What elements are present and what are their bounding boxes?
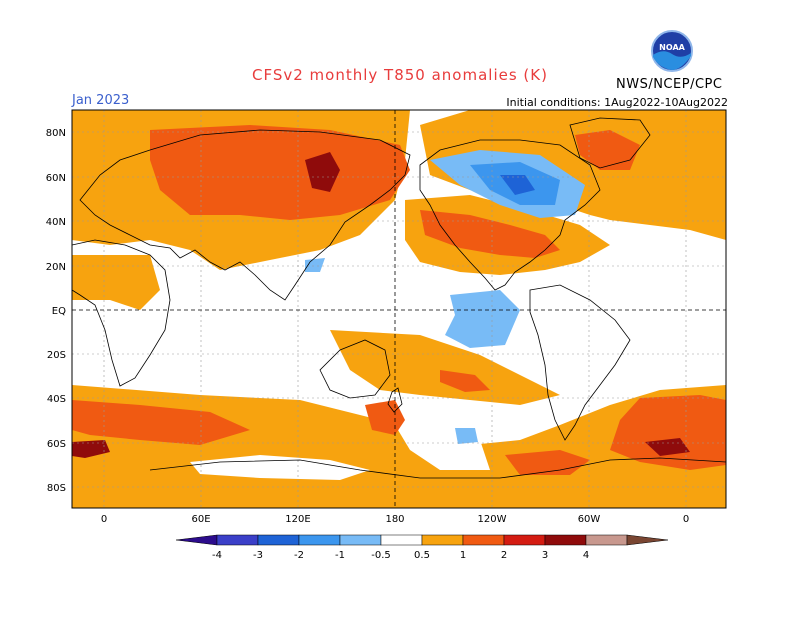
colorbar-labels: -4 -3 -2 -1 -0.5 0.5 1 2 3 4 xyxy=(212,550,589,561)
colorbar-arrow-high xyxy=(626,534,669,546)
lon-label-120e: 120E xyxy=(285,514,310,525)
anomaly-warm-africa-west xyxy=(72,255,160,310)
coast-australia xyxy=(319,339,391,399)
colorbar xyxy=(175,534,669,546)
colorbar-swatch xyxy=(298,534,341,546)
colorbar-label: 2 xyxy=(501,550,507,561)
lat-label-20s: 20S xyxy=(47,350,66,361)
anomaly-core-siberia xyxy=(305,152,340,192)
anomaly-strong-greenland xyxy=(575,130,640,170)
colorbar-label: 3 xyxy=(542,550,548,561)
longitude-labels: 0 60E 120E 180 120W 60W 0 xyxy=(101,514,689,525)
noaa-logo: NOAA xyxy=(651,30,693,72)
lat-label-60n: 60N xyxy=(46,173,66,184)
anomaly-cool-canada-deep xyxy=(500,175,535,195)
lat-label-eq: EQ xyxy=(52,306,66,317)
coast-greenland xyxy=(569,117,651,169)
colorbar-swatch xyxy=(585,534,628,546)
lon-label-60e: 60E xyxy=(191,514,210,525)
lon-label-0-east: 0 xyxy=(683,514,689,525)
anomaly-strong-namerica xyxy=(420,210,560,258)
graticule xyxy=(72,110,726,508)
logo-text: NOAA xyxy=(659,43,685,52)
anomaly-strong-south-amundsen xyxy=(505,450,590,475)
anomaly-strong-south-indian xyxy=(72,400,250,445)
anomaly-strong-south-atlantic xyxy=(610,395,726,470)
anomaly-warm-arctic-america xyxy=(420,110,726,240)
map-border xyxy=(71,109,727,509)
lat-label-40s: 40S xyxy=(47,394,66,405)
anomaly-core-indian xyxy=(72,440,110,458)
colorbar-swatch xyxy=(421,534,464,546)
coast-eurasia xyxy=(79,129,411,301)
colorbar-label: -1 xyxy=(335,550,345,561)
colorbar-swatch xyxy=(544,534,587,546)
coast-antarctica xyxy=(149,457,727,479)
lat-label-80s: 80S xyxy=(47,483,66,494)
lat-label-40n: 40N xyxy=(46,217,66,228)
anomaly-cool-east-pacific xyxy=(445,290,520,348)
anomaly-warm-south-pacific xyxy=(330,330,560,405)
coast-new-zealand xyxy=(387,387,403,413)
colorbar-label: 4 xyxy=(583,550,589,561)
colorbar-swatch xyxy=(216,534,259,546)
agency-label: NWS/NCEP/CPC xyxy=(616,77,723,92)
anomaly-shading xyxy=(72,110,726,508)
anomaly-neutral-south xyxy=(395,400,490,470)
colorbar-label: -2 xyxy=(294,550,304,561)
colorbar-label: 1 xyxy=(460,550,466,561)
colorbar-swatch xyxy=(503,534,546,546)
colorbar-swatch xyxy=(462,534,505,546)
initial-conditions-label: Initial conditions: 1Aug2022-10Aug2022 xyxy=(506,96,728,109)
lon-label-0: 0 xyxy=(101,514,107,525)
coast-south-america xyxy=(529,284,631,441)
colorbar-swatch xyxy=(380,534,423,546)
colorbar-label: 0.5 xyxy=(414,550,430,561)
anomaly-core-south-atlantic xyxy=(645,438,690,456)
colorbar-swatch xyxy=(339,534,382,546)
lon-label-180: 180 xyxy=(385,514,404,525)
colorbar-label: -3 xyxy=(253,550,263,561)
valid-month-label: Jan 2023 xyxy=(72,93,130,108)
lat-label-20n: 20N xyxy=(46,262,66,273)
chart-title: CFSv2 monthly T850 anomalies (K) xyxy=(252,66,548,84)
anomaly-cool-south-pacific xyxy=(455,428,478,444)
lon-label-120w: 120W xyxy=(478,514,507,525)
lat-label-60s: 60S xyxy=(47,439,66,450)
anomaly-strong-pacific-band xyxy=(440,370,490,392)
coast-north-america xyxy=(419,139,601,291)
colorbar-label: -4 xyxy=(212,550,222,561)
reference-lines xyxy=(72,110,726,508)
latitude-labels: 80N 60N 40N 20N EQ 20S 40S 60S 80S xyxy=(46,128,66,494)
anomaly-warm-southern-ocean xyxy=(72,385,726,508)
coast-africa xyxy=(71,239,171,387)
colorbar-label: -0.5 xyxy=(371,550,391,561)
lon-label-60w: 60W xyxy=(578,514,601,525)
coastlines xyxy=(71,117,727,479)
colorbar-swatch xyxy=(257,534,300,546)
anomaly-strong-siberia xyxy=(150,125,410,220)
lat-label-80n: 80N xyxy=(46,128,66,139)
colorbar-arrow-low xyxy=(175,534,218,546)
